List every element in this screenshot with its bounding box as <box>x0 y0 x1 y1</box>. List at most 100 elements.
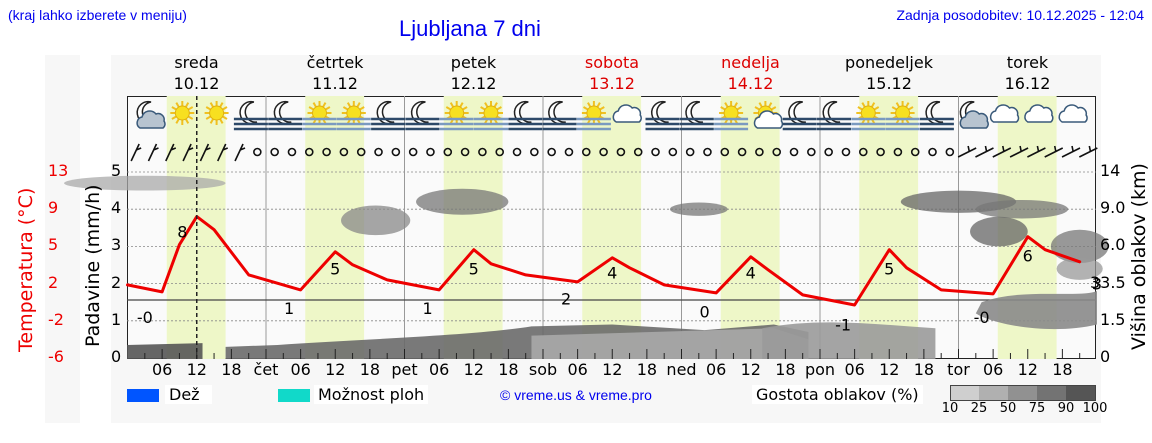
precipitation-tick: 3 <box>111 235 122 255</box>
copyright-link[interactable]: © vreme.us & vreme.pro <box>500 387 652 403</box>
calm-wind-icon <box>633 147 643 157</box>
wind-barb-icon <box>1061 145 1081 158</box>
calm-wind-icon <box>876 147 885 157</box>
cloud-density-swatch <box>950 385 980 401</box>
moon-cloud-icon <box>136 100 166 129</box>
cloud-density-tick: 25 <box>970 401 988 416</box>
time-tick: 06 <box>567 360 588 379</box>
forecast-chart: -0 8 1 5 1 5 2 4 0 4 -1 5 -0 6 3 <box>64 96 1109 359</box>
day-name: nedelja <box>721 53 780 72</box>
cloud-density-swatch <box>1066 385 1096 401</box>
cloud-icon <box>989 104 1020 123</box>
temperature-tick: 9 <box>48 198 59 218</box>
moon-fog-icon <box>679 100 714 131</box>
time-tick: 18 <box>498 360 519 379</box>
sun-icon <box>170 101 195 125</box>
daylight-band <box>720 96 780 359</box>
wind-barb-icon <box>182 143 194 162</box>
temperature-label: 4 <box>607 263 617 282</box>
temperature-label: -0 <box>974 308 990 327</box>
wind-barb-icon <box>130 143 142 162</box>
calm-wind-icon <box>547 147 556 157</box>
calm-wind-icon <box>495 147 505 157</box>
time-tick: čet <box>253 360 279 379</box>
temperature-tick: 5 <box>48 235 59 255</box>
sun-fog-icon <box>714 101 749 131</box>
time-tick: 18 <box>913 360 935 379</box>
cloud-height-tick: 0 <box>1100 347 1111 366</box>
sun-fog-icon <box>439 101 474 131</box>
wind-barb-icon <box>165 143 177 162</box>
cloud-density-swatch <box>1037 385 1066 401</box>
cloud-layer <box>975 291 1097 330</box>
calm-wind-icon <box>426 147 435 157</box>
time-tick: 18 <box>359 360 381 379</box>
moon-fog-icon <box>268 100 303 131</box>
calm-wind-icon <box>287 147 297 157</box>
day-header: sreda 10.12 <box>128 52 266 94</box>
calm-wind-icon <box>685 147 695 157</box>
wind-barb-icon <box>957 145 977 158</box>
day-header: nedelja 14.12 <box>682 52 820 94</box>
sun-fog-icon <box>885 101 920 131</box>
daylight-band <box>859 96 919 359</box>
day-date: 10.12 <box>173 74 220 93</box>
day-header: sobota 13.12 <box>543 52 681 94</box>
day-date: 16.12 <box>1004 74 1051 93</box>
time-tick: ned <box>666 360 697 379</box>
wind-barb-icon <box>1044 145 1064 158</box>
day-date: 13.12 <box>589 74 635 93</box>
time-tick: 06 <box>844 360 865 379</box>
cloud-height-tick: 6.0 <box>1100 235 1126 255</box>
calm-wind-icon <box>807 147 816 157</box>
day-name: sobota <box>584 53 640 72</box>
wind-barb-icon <box>1078 145 1098 158</box>
temperature-label: 5 <box>884 260 894 279</box>
location-hint: (kraj lahko izberete v meniju) <box>8 7 187 23</box>
day-name: torek <box>1006 53 1049 72</box>
time-tick: 18 <box>221 360 242 379</box>
calm-wind-icon <box>824 147 833 157</box>
cloud-layer <box>127 343 203 359</box>
calm-wind-icon <box>270 147 279 157</box>
cloud-blob <box>975 199 1069 219</box>
calm-wind-icon <box>616 147 626 157</box>
day-name: ponedeljek <box>845 53 933 72</box>
last-updated: Zadnja posodobitev: 10.12.2025 - 12:04 <box>896 7 1144 23</box>
calm-wind-icon <box>564 147 574 157</box>
wind-barb-icon <box>234 143 246 162</box>
cloud-density-tick: 75 <box>1028 401 1046 416</box>
plot-area: -0 8 1 5 1 5 2 4 0 4 -1 5 -0 6 3 <box>64 96 1109 359</box>
calm-wind-icon <box>789 147 799 157</box>
time-tick: pet <box>391 360 418 379</box>
calm-wind-icon <box>755 147 764 157</box>
temperature-axis-panel <box>45 55 80 423</box>
cloud-blob <box>64 175 226 191</box>
wind-barb-icon <box>975 145 994 158</box>
temperature-label: 5 <box>469 260 479 279</box>
sun-fog-icon <box>336 101 371 131</box>
calm-wind-icon <box>599 147 608 157</box>
cloud-density-tick: 50 <box>999 401 1017 416</box>
cloud-blob <box>341 205 411 236</box>
time-tick: 12 <box>879 360 900 379</box>
calm-wind-icon <box>478 147 487 157</box>
day-date: 15.12 <box>866 74 912 93</box>
precipitation-tick: 4 <box>111 198 122 218</box>
cloud-icon <box>1058 104 1088 123</box>
wind-barb-icon <box>199 143 211 162</box>
calm-wind-icon <box>443 147 453 157</box>
calm-wind-icon <box>772 147 782 157</box>
sun-fog-icon <box>576 101 611 131</box>
calm-wind-icon <box>253 147 262 157</box>
temperature-label: 0 <box>699 303 709 322</box>
temperature-line <box>126 215 1082 307</box>
calm-wind-icon <box>460 147 470 157</box>
temperature-label: 1 <box>284 299 294 318</box>
showers-swatch <box>278 389 310 402</box>
temperature-label: -0 <box>137 308 153 327</box>
showers-legend-label: Možnost ploh <box>314 385 429 404</box>
time-tick: 18 <box>636 360 658 379</box>
cloud-height-tick: 1.5 <box>1100 309 1126 329</box>
calm-wind-icon <box>374 147 383 157</box>
